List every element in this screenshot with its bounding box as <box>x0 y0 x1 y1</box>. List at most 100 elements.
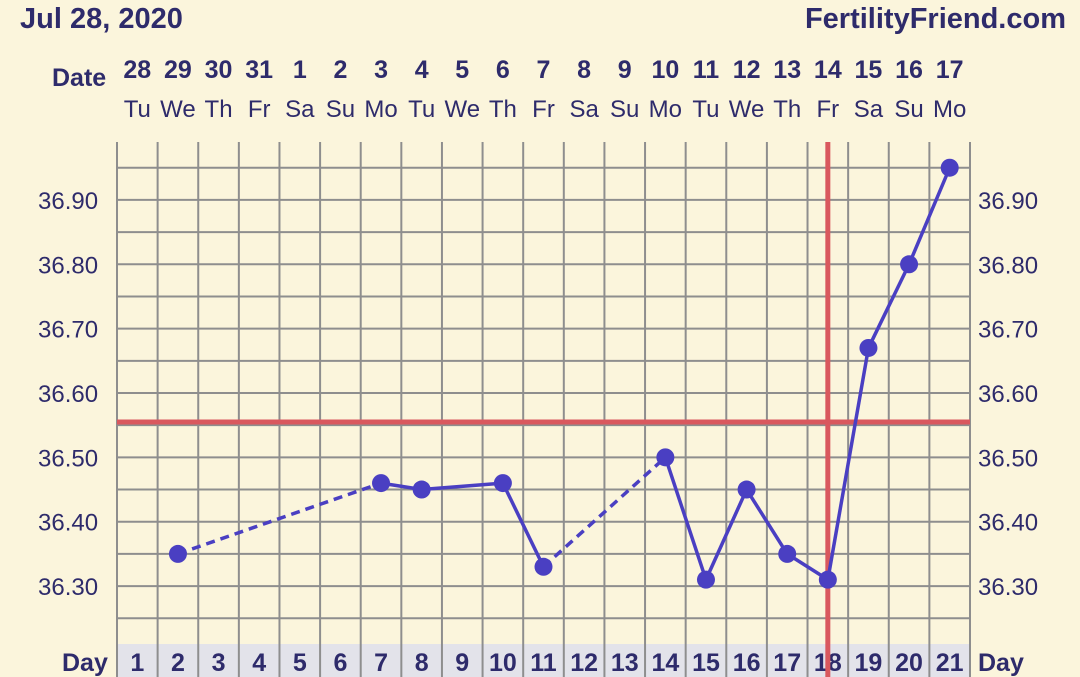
day-number: 8 <box>415 649 429 677</box>
weekday-label: Sa <box>569 96 599 123</box>
weekday-label: Mo <box>364 96 397 123</box>
weekday-label: Mo <box>649 96 682 123</box>
weekday-label: Fr <box>532 96 555 123</box>
temperature-point <box>778 544 797 563</box>
temperature-point <box>372 474 391 493</box>
temperature-point <box>493 474 512 493</box>
day-number: 21 <box>936 649 964 677</box>
date-label: 11 <box>693 56 720 84</box>
weekday-label: We <box>729 96 765 123</box>
date-label: 15 <box>855 56 883 84</box>
y-tick-left: 36.40 <box>38 510 98 537</box>
weekday-label: We <box>444 96 480 123</box>
date-label: 29 <box>164 56 192 84</box>
temperature-point <box>534 557 553 576</box>
y-tick-left: 36.60 <box>38 381 98 408</box>
y-tick-left: 36.80 <box>38 252 98 279</box>
weekday-label: We <box>160 96 196 123</box>
weekday-label: Mo <box>933 96 966 123</box>
day-row-label-right: Day <box>978 649 1024 677</box>
date-label: 17 <box>936 56 964 84</box>
series-segment <box>421 481 504 492</box>
weekday-label: Tu <box>124 96 151 123</box>
date-label: 3 <box>374 56 388 84</box>
date-label: 30 <box>205 56 233 84</box>
weekday-label: Th <box>773 96 801 123</box>
day-number: 7 <box>374 649 388 677</box>
date-row-label: Date <box>52 64 106 92</box>
series-segment <box>704 488 749 581</box>
y-tick-left: 36.30 <box>38 574 98 601</box>
y-tick-left: 36.90 <box>38 188 98 215</box>
weekday-label: Su <box>894 96 923 123</box>
day-number: 16 <box>733 649 761 677</box>
y-tick-right: 36.40 <box>978 510 1038 537</box>
day-number: 12 <box>570 649 598 677</box>
weekday-label: Su <box>610 96 639 123</box>
day-number: 2 <box>171 649 185 677</box>
brand-label: FertilityFriend.com <box>805 3 1066 35</box>
day-row-label-left: Day <box>62 649 108 677</box>
date-label: 14 <box>814 56 842 84</box>
day-number: 3 <box>212 649 226 677</box>
weekday-label: Fr <box>248 96 271 123</box>
day-number: 1 <box>130 649 144 677</box>
series-segment <box>907 167 952 265</box>
y-tick-right: 36.90 <box>978 188 1038 215</box>
day-number: 15 <box>692 649 720 677</box>
weekday-label: Fr <box>817 96 840 123</box>
day-number: 10 <box>489 649 517 677</box>
series-segment <box>177 481 382 556</box>
date-label: 5 <box>455 56 469 84</box>
date-label: 7 <box>537 56 551 84</box>
y-tick-left: 36.50 <box>38 445 98 472</box>
day-number: 5 <box>293 649 307 677</box>
day-number: 4 <box>252 649 266 677</box>
series-segment <box>745 488 789 555</box>
day-number: 9 <box>455 649 469 677</box>
date-label: 6 <box>496 56 510 84</box>
weekday-label: Sa <box>285 96 315 123</box>
temperature-point <box>737 480 756 499</box>
y-tick-right: 36.80 <box>978 252 1038 279</box>
temperature-point <box>168 544 187 563</box>
weekday-label: Tu <box>692 96 719 123</box>
weekday-label: Tu <box>408 96 435 123</box>
temperature-point <box>696 570 715 589</box>
date-label: 2 <box>333 56 347 84</box>
date-label: 10 <box>651 56 679 84</box>
day-number: 19 <box>855 649 883 677</box>
temperature-point <box>412 480 431 499</box>
date-label: 8 <box>577 56 591 84</box>
day-number: 11 <box>530 649 557 677</box>
date-label: 9 <box>618 56 632 84</box>
y-tick-right: 36.70 <box>978 317 1038 344</box>
date-label: 12 <box>733 56 761 84</box>
series-segment <box>501 482 546 568</box>
temperature-point <box>859 338 878 357</box>
series-segment <box>542 456 667 569</box>
y-tick-right: 36.60 <box>978 381 1038 408</box>
weekday-label: Sa <box>854 96 884 123</box>
series-segment <box>866 263 911 349</box>
temperature-point <box>818 570 837 589</box>
series-segment <box>826 347 871 580</box>
date-label: 16 <box>895 56 923 84</box>
temperature-point <box>656 448 675 467</box>
weekday-label: Th <box>205 96 233 123</box>
weekday-label: Su <box>326 96 355 123</box>
day-number: 20 <box>895 649 923 677</box>
temperature-point <box>940 158 959 177</box>
y-tick-right: 36.30 <box>978 574 1038 601</box>
date-label: 13 <box>773 56 801 84</box>
date-label: 28 <box>123 56 151 84</box>
date-label: 31 <box>245 56 273 84</box>
temperature-point <box>900 255 919 274</box>
y-tick-left: 36.70 <box>38 317 98 344</box>
series-segment <box>663 456 708 581</box>
day-number: 14 <box>651 649 679 677</box>
date-label: 4 <box>415 56 429 84</box>
y-tick-right: 36.50 <box>978 445 1038 472</box>
